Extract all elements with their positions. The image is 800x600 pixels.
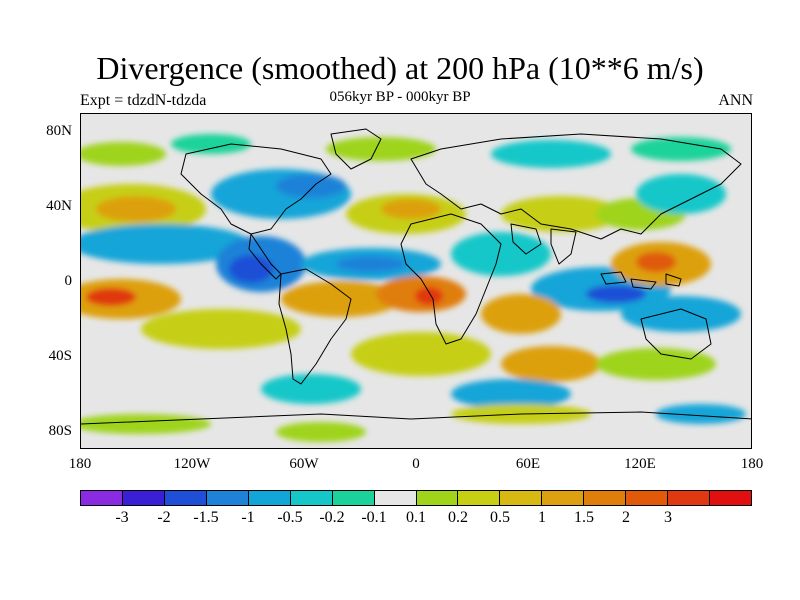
coastline-australia	[640, 308, 712, 360]
lon-label-60e: 60E	[515, 456, 541, 472]
field-anomaly	[281, 281, 401, 317]
colorbar-swatch	[206, 491, 249, 505]
colorbar-swatch	[81, 491, 123, 505]
field-anomaly	[631, 137, 731, 161]
lon-label-120w: 120W	[173, 456, 211, 472]
lat-label-40s: 40S	[48, 348, 72, 364]
colorbar-label: 0.1	[406, 509, 426, 526]
colorbar-label: -2	[157, 509, 171, 526]
divergence-map	[81, 128, 751, 442]
lon-label-180w: 180	[68, 456, 92, 472]
field-anomaly	[326, 137, 436, 161]
colorbar-swatch	[122, 491, 165, 505]
field-anomaly	[451, 379, 571, 409]
colorbar-label: -1	[241, 509, 255, 526]
lat-label-80n: 80N	[46, 123, 72, 139]
colorbar-label: 2	[622, 509, 630, 526]
season-label: ANN	[718, 92, 753, 109]
colorbar-label: 3	[664, 509, 672, 526]
field-anomaly	[86, 288, 136, 306]
colorbar-swatch	[668, 491, 711, 505]
lon-label-180e: 180	[740, 456, 764, 472]
coastline-eurasia	[410, 133, 742, 240]
map-panel	[80, 113, 752, 449]
field-anomaly	[229, 255, 273, 283]
divergence-field	[81, 134, 746, 442]
coastline-south-asia	[510, 223, 577, 265]
chart-title: Divergence (smoothed) at 200 hPa (10**6 …	[96, 50, 704, 86]
field-anomaly	[636, 252, 676, 272]
colorbar-swatch	[500, 491, 543, 505]
lon-label-120e: 120E	[624, 456, 656, 472]
colorbar-swatch	[374, 491, 417, 505]
coastline-indonesia	[600, 271, 682, 290]
colorbar-label: 1	[538, 509, 546, 526]
lat-label-40n: 40N	[46, 198, 72, 214]
field-anomaly	[381, 199, 441, 219]
field-anomaly	[81, 224, 251, 264]
field-anomaly	[415, 287, 443, 305]
coastline-central-america	[248, 233, 282, 280]
colorbar-label: 0.5	[490, 509, 510, 526]
field-anomaly	[596, 348, 716, 380]
colorbar-label: 1.5	[574, 509, 594, 526]
coastline-north-america	[180, 143, 332, 235]
field-anomaly	[81, 414, 211, 434]
lat-label-eq: 0	[64, 273, 73, 289]
field-anomaly	[491, 140, 611, 168]
field-anomaly	[501, 196, 621, 232]
colorbar-label: -3	[115, 509, 129, 526]
field-anomaly	[81, 142, 166, 166]
colorbar-swatch	[626, 491, 669, 505]
coastline-antarctica	[81, 411, 751, 425]
colorbar-label: -0.2	[319, 509, 345, 526]
colorbar	[80, 490, 752, 506]
field-anomaly	[586, 285, 646, 303]
field-anomaly	[656, 404, 746, 424]
colorbar-swatch	[710, 491, 751, 505]
coastline-africa	[400, 213, 502, 345]
colorbar-swatch	[332, 491, 375, 505]
field-anomaly	[351, 332, 491, 376]
field-anomaly	[451, 232, 551, 276]
field-anomaly	[276, 174, 346, 198]
colorbar-label: -1.5	[193, 509, 219, 526]
coastline-south-america	[278, 268, 352, 385]
colorbar-swatch	[248, 491, 291, 505]
experiment-label: Expt = tdzdN-tdzda	[80, 92, 207, 109]
field-anomaly	[261, 374, 361, 404]
field-anomaly	[171, 134, 251, 154]
colorbar-label: 0.2	[448, 509, 468, 526]
field-anomaly	[621, 296, 741, 332]
lon-label-0: 0	[412, 456, 420, 472]
field-anomaly	[501, 346, 601, 382]
field-anomaly	[481, 294, 561, 334]
colorbar-swatch	[584, 491, 627, 505]
colorbar-swatch	[290, 491, 333, 505]
field-anomaly	[276, 422, 366, 442]
field-anomaly	[636, 174, 726, 214]
lat-label-80s: 80S	[48, 423, 72, 439]
colorbar-swatch	[542, 491, 585, 505]
lon-label-60w: 60W	[289, 456, 319, 472]
coastlines	[81, 128, 751, 425]
colorbar-label: -0.1	[361, 509, 387, 526]
coastline-greenland	[330, 128, 382, 170]
field-anomaly	[336, 256, 406, 272]
colorbar-label: -0.5	[277, 509, 303, 526]
field-anomaly	[141, 309, 301, 349]
colorbar-swatch	[164, 491, 207, 505]
field-anomaly	[96, 196, 176, 222]
colorbar-swatch	[416, 491, 459, 505]
chart-subtitle: 056kyr BP - 000kyr BP	[329, 89, 471, 105]
colorbar-swatch	[458, 491, 501, 505]
